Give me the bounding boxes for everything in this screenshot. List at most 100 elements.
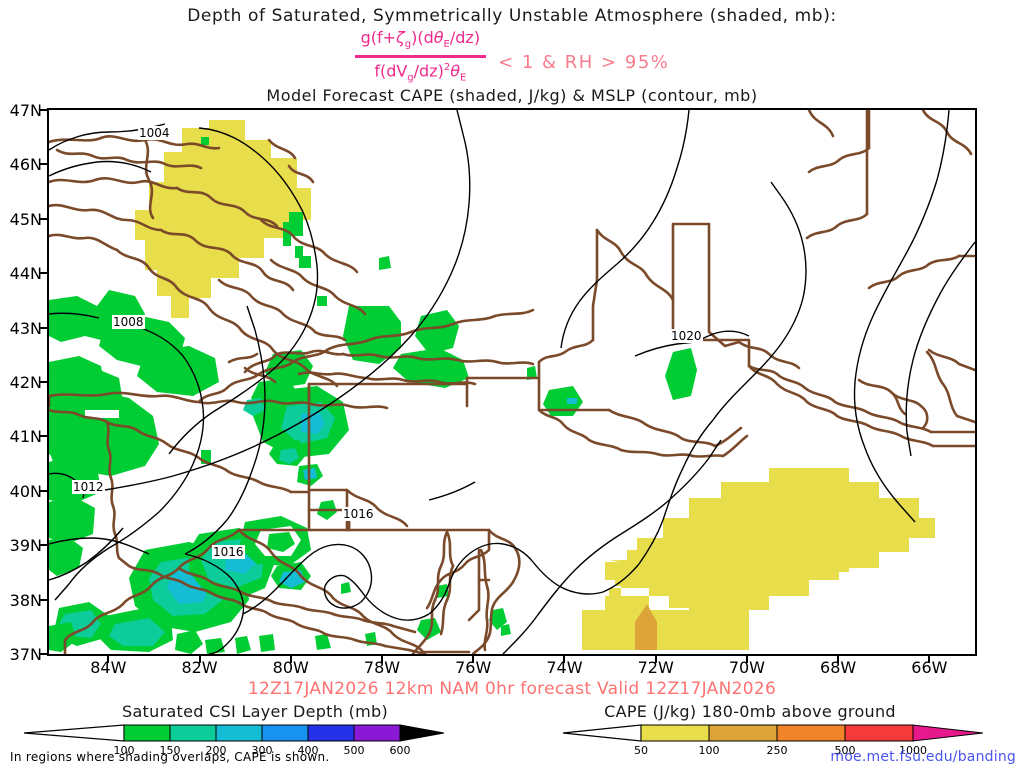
formula-condition: < 1 & RH > 95% (498, 51, 670, 73)
cape-colorbar-swatches (562, 724, 984, 742)
csi-patch-a (201, 137, 209, 145)
csi-tick-150: 150 (159, 744, 181, 757)
csi-patch-ontario-2 (415, 310, 459, 354)
lat-tick-label-41N: 41N (9, 427, 42, 447)
formula-block: g(f+ζg)(dθE/dz) f(dVg/dz)2θE < 1 & RH > … (0, 28, 1024, 89)
csi-patch-w (527, 366, 537, 380)
cape-region-orange-patch (635, 604, 657, 650)
title-line-1: Depth of Saturated, Symmetrically Unstab… (187, 6, 837, 26)
lat-tick-mark (40, 217, 47, 220)
contour-label-1008: 1008 (112, 315, 145, 329)
csi-patch-r (315, 634, 331, 650)
csi-patch-west-3 (137, 346, 219, 396)
lat-tick-label-40N: 40N (9, 481, 42, 501)
map-graphics (49, 110, 975, 654)
csi-tick-400: 400 (297, 744, 319, 757)
lat-tick-label-45N: 45N (9, 209, 42, 229)
lat-tick-mark (40, 653, 47, 655)
csi-patch-x (379, 256, 391, 270)
csi-patch-pa-cyan-1 (301, 412, 325, 434)
csi-patch-d (317, 296, 327, 306)
lat-tick-label-44N: 44N (9, 264, 42, 284)
lon-tick-label-74W: 74W (546, 658, 583, 677)
lon-tick-mark (928, 656, 931, 663)
cape-tick-500: 500 (834, 744, 856, 757)
lon-tick-mark (563, 656, 566, 663)
csi-patch-l-teal (109, 618, 165, 646)
lat-tick-mark (40, 544, 47, 547)
lon-tick-label-72W: 72W (637, 658, 674, 677)
lon-tick-label-82W: 82W (181, 658, 218, 677)
lon-tick-mark (654, 656, 657, 663)
lat-tick-mark (40, 109, 47, 111)
csi-patch-v (341, 582, 351, 594)
lon-tick-label-80W: 80W (272, 658, 309, 677)
lat-tick-label-42N: 42N (9, 373, 42, 392)
csi-patch-m (49, 622, 77, 652)
mslp-contours (49, 110, 975, 654)
csi-patch-vt-1 (665, 348, 697, 400)
lon-tick-mark (837, 656, 840, 663)
csi-patch-p (235, 636, 251, 654)
contour-label-1020: 1020 (670, 329, 703, 343)
lat-tick-mark (40, 489, 47, 492)
csi-gap-1 (157, 398, 185, 406)
contour-label-1016-a: 1016 (212, 545, 245, 559)
csi-patch-pa-teal-2 (279, 448, 299, 464)
lat-tick-label-43N: 43N (9, 318, 42, 338)
lon-tick-label-66W: 66W (911, 658, 948, 677)
lon-tick-mark (198, 656, 201, 663)
lat-tick-mark (40, 326, 47, 329)
csi-colorbar-swatches (23, 724, 445, 742)
lat-tick-label-47N: 47N (9, 101, 42, 120)
source-url-link[interactable]: moe.met.fsu.edu/banding (830, 749, 1016, 765)
lon-tick-label-84W: 84W (90, 658, 127, 677)
cape-region-atlantic-fill (649, 510, 889, 608)
csi-patch-ohio-5 (49, 536, 83, 576)
csi-patch-q (259, 634, 275, 652)
csi-gap-2 (85, 410, 119, 418)
csi-patch-i (133, 326, 169, 350)
map-canvas[interactable]: 1004 1008 1012 1016 1016 1020 (47, 108, 977, 656)
csi-patch-o (205, 638, 225, 654)
contour-label-1004: 1004 (138, 126, 171, 140)
csi-tick-600: 600 (389, 744, 411, 757)
lon-tick-label-76W: 76W (455, 658, 492, 677)
csi-patch-u (437, 584, 449, 598)
lon-tick-mark (472, 656, 475, 663)
lon-tick-label-78W: 78W (363, 658, 401, 677)
lat-tick-label-39N: 39N (9, 536, 42, 556)
forecast-valid-line: 12Z17JAN2026 12km NAM 0hr forecast Valid… (247, 679, 777, 699)
lon-tick-mark (107, 656, 110, 663)
csi-tick-300: 300 (251, 744, 273, 757)
cape-region-north (135, 120, 311, 318)
csi-patch-c (295, 246, 303, 258)
cape-tick-50: 50 (634, 744, 648, 757)
lon-tick-label-70W: 70W (728, 658, 765, 677)
lat-tick-label-38N: 38N (9, 590, 42, 610)
overlap-footnote: In regions where shading overlaps, CAPE … (10, 750, 330, 764)
csi-formula-fraction: g(f+ζg)(dθE/dz) f(dVg/dz)2θE (354, 28, 487, 89)
cape-colorbar (562, 724, 984, 742)
lat-tick-label-37N: 37N (9, 645, 42, 664)
csi-tick-100: 100 (113, 744, 135, 757)
lat-tick-mark (40, 598, 47, 601)
cape-colorbar-title: CAPE (J/kg) 180-0mb above ground (604, 702, 896, 721)
csi-patch-md-2 (501, 624, 511, 636)
csi-colorbar (23, 724, 445, 742)
csi-patch-e (299, 256, 311, 268)
cape-shading-layer (135, 120, 935, 650)
csi-tick-500: 500 (343, 744, 365, 757)
lat-tick-mark (40, 272, 47, 275)
lat-tick-mark (40, 435, 47, 438)
lat-tick-label-46N: 46N (9, 155, 42, 175)
csi-patch-ny-cyan (567, 398, 577, 404)
lat-tick-mark (40, 163, 47, 166)
cape-tick-1000: 1000 (899, 744, 927, 757)
cape-region-atlantic-notch (615, 562, 639, 586)
csi-patch-wv-4 (267, 532, 295, 552)
csi-patch-b (283, 212, 303, 246)
political-borders (49, 110, 975, 654)
cape-tick-100: 100 (698, 744, 720, 757)
